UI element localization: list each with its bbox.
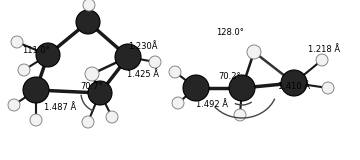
- Text: 70.2°: 70.2°: [218, 72, 240, 81]
- Circle shape: [322, 82, 334, 94]
- Circle shape: [88, 81, 112, 105]
- Circle shape: [183, 75, 209, 101]
- Circle shape: [11, 36, 23, 48]
- Circle shape: [106, 111, 118, 123]
- Circle shape: [234, 109, 246, 121]
- Circle shape: [82, 116, 94, 128]
- Circle shape: [23, 77, 49, 103]
- Circle shape: [229, 75, 255, 101]
- Text: 1.410 Å: 1.410 Å: [278, 82, 310, 91]
- Circle shape: [115, 44, 141, 70]
- Text: 70.7°: 70.7°: [80, 82, 103, 91]
- Text: 128.0°: 128.0°: [216, 28, 244, 37]
- Circle shape: [247, 45, 261, 59]
- Text: 111.0°: 111.0°: [22, 46, 50, 55]
- Circle shape: [172, 97, 184, 109]
- Circle shape: [281, 70, 307, 96]
- Circle shape: [36, 43, 60, 67]
- Circle shape: [8, 99, 20, 111]
- Circle shape: [76, 10, 100, 34]
- Text: 1.492 Å: 1.492 Å: [196, 100, 228, 109]
- Circle shape: [149, 56, 161, 68]
- Circle shape: [85, 67, 99, 81]
- Text: 1.218 Å: 1.218 Å: [308, 45, 340, 54]
- Text: 1.425 Å: 1.425 Å: [127, 70, 159, 79]
- Circle shape: [30, 114, 42, 126]
- Circle shape: [83, 0, 95, 11]
- Circle shape: [18, 64, 30, 76]
- Circle shape: [316, 54, 328, 66]
- Text: 1.487 Å: 1.487 Å: [44, 103, 76, 112]
- Circle shape: [169, 66, 181, 78]
- Text: 1.230Å: 1.230Å: [128, 42, 158, 51]
